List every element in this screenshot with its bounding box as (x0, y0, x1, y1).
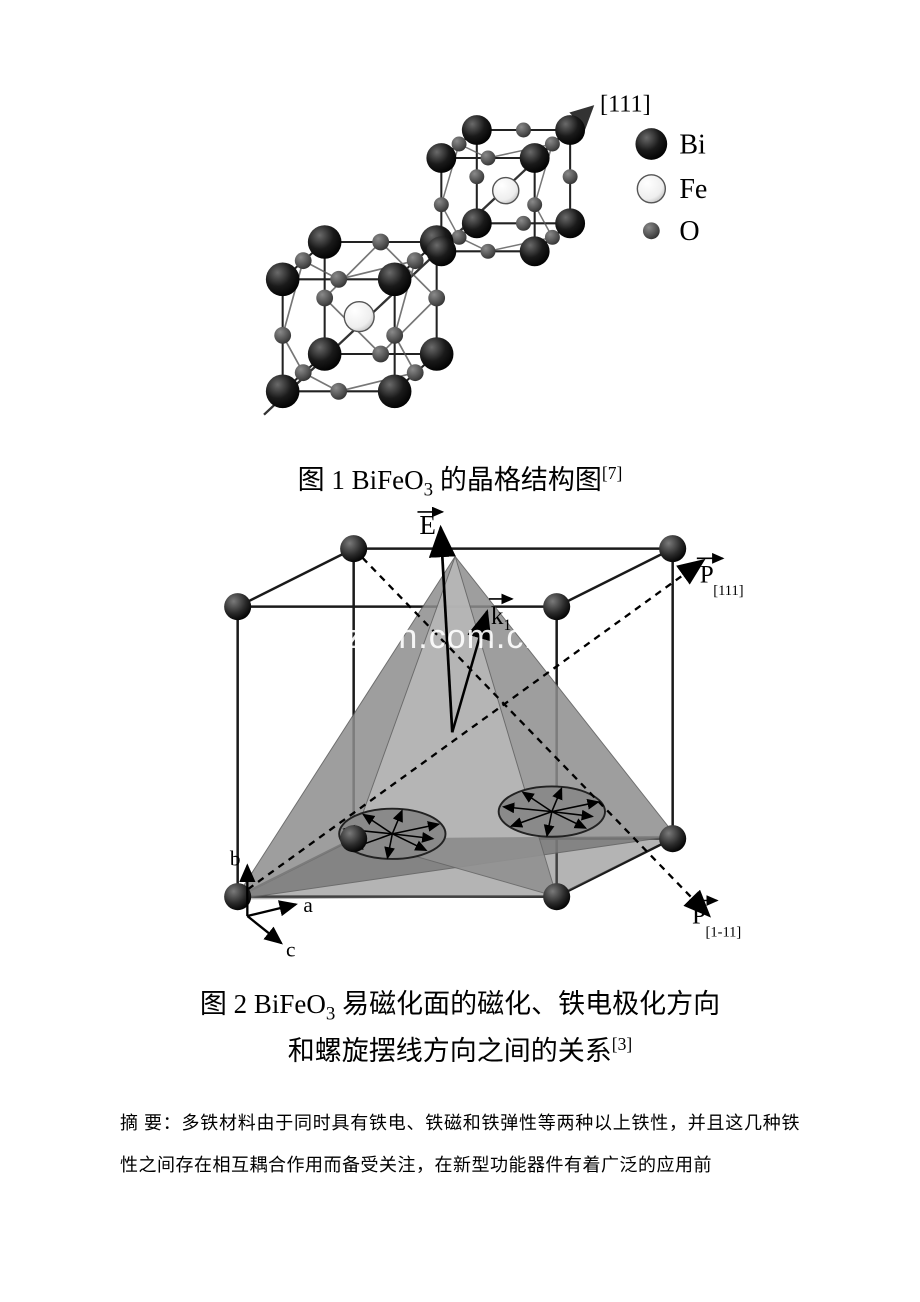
axis-b-label: b (230, 847, 241, 871)
p111-sub: [111] (713, 583, 743, 599)
figure-1-diagram: [111] (180, 90, 740, 450)
spin-circle-2 (499, 787, 605, 837)
caption-sup: [7] (602, 463, 622, 483)
caption-text: 图 2 BiFeO (200, 989, 326, 1019)
abstract-paragraph: 摘 要：多铁材料由于同时具有铁电、铁磁和铁弹性等两种以上铁性，并且这几种铁性之间… (120, 1103, 800, 1186)
caption-text: 易磁化面的磁化、铁电极化方向 (335, 989, 720, 1019)
caption-text: 和螺旋摆线方向之间的关系 (288, 1036, 612, 1066)
caption-text: 的晶格结构图 (433, 465, 602, 495)
axis-c-label: c (286, 938, 295, 962)
caption-text: 图 1 BiFeO (298, 465, 424, 495)
legend: Bi Fe O (635, 128, 707, 247)
legend-o-label: O (679, 216, 699, 247)
fe-atom (344, 302, 374, 332)
figure-1-caption: 图 1 BiFeO3 的晶格结构图[7] (298, 458, 623, 501)
caption-sup: [3] (612, 1034, 632, 1054)
axis-a-label: a (303, 894, 313, 918)
legend-fe-label: Fe (679, 174, 707, 205)
caption-sub: 3 (424, 479, 433, 500)
legend-bi-label: Bi (679, 129, 706, 160)
direction-label: [111] (600, 90, 651, 117)
e-label: E (419, 511, 436, 541)
figure-2-diagram: E k1 P [111] P [1-11] (170, 507, 750, 977)
abstract-text: 多铁材料由于同时具有铁电、铁磁和铁弹性等两种以上铁性，并且这几种铁性之间存在相互… (120, 1113, 800, 1174)
fe-atom (493, 178, 519, 204)
abstract-label: 摘 要： (120, 1113, 182, 1133)
figure-2-caption: 图 2 BiFeO3 易磁化面的磁化、铁电极化方向 和螺旋摆线方向之间的关系[3… (200, 983, 720, 1073)
p1-11-label: P (692, 903, 706, 930)
p1-11-sub: [1-11] (706, 925, 742, 941)
document-page: [111] (0, 0, 920, 1302)
caption-sub: 3 (326, 1004, 335, 1025)
figures-container: [111] (170, 90, 750, 1075)
p111-label: P (700, 562, 714, 589)
